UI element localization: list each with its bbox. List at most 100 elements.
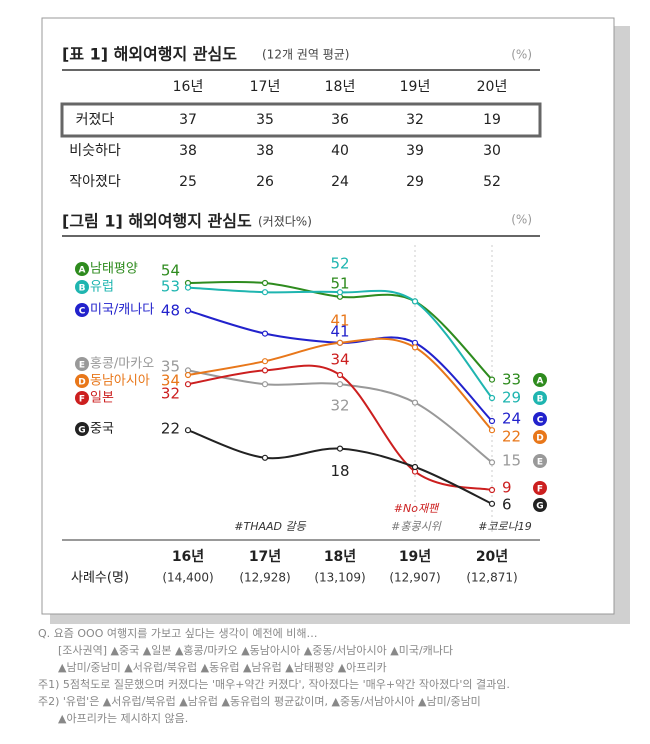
point [184, 371, 192, 379]
data-label: 29 [502, 389, 521, 407]
legend-label: 일본 [90, 391, 114, 406]
point [184, 381, 192, 388]
table-cell: 32 [406, 112, 424, 128]
note: ▲남미/중남미 ▲서유럽/북유럽 ▲동유럽 ▲남유럽 ▲남태평양 ▲아프리카 [58, 660, 387, 674]
point [261, 289, 269, 296]
badge-letter: D [78, 378, 85, 388]
badge [533, 373, 547, 387]
legend-label: 동남아시아 [90, 374, 150, 389]
badge [533, 391, 547, 405]
note: [조사권역] ▲중국 ▲일본 ▲홍콩/마카오 ▲동남아시아 ▲중동/서남아시아 … [58, 643, 453, 657]
column-header: 17년 [250, 79, 281, 95]
point [411, 463, 419, 471]
data-label: 34 [161, 372, 180, 390]
point [488, 394, 496, 402]
point [336, 339, 344, 346]
table-cell: 25 [179, 174, 197, 190]
data-label: 35 [161, 358, 180, 376]
data-label: 32 [161, 385, 180, 403]
data-label: 41 [330, 311, 349, 329]
panel [41, 17, 615, 615]
point [261, 454, 269, 461]
point [261, 367, 269, 374]
data-label: 24 [502, 410, 521, 428]
badge [533, 481, 547, 495]
table-cell: 19 [483, 112, 501, 128]
point [336, 371, 344, 379]
data-label: 6 [502, 496, 512, 514]
chart-unit: (%) [511, 213, 532, 227]
badge [533, 430, 547, 444]
badge-letter: A [537, 377, 544, 387]
point [184, 307, 192, 314]
table-cell: 38 [256, 143, 274, 159]
data-label: 32 [330, 397, 349, 415]
annotation: #코로나19 [478, 520, 532, 533]
point [488, 417, 496, 425]
annotation: #No재팬 [394, 502, 440, 515]
sample-size: (14,400) [162, 571, 213, 585]
data-label: 48 [161, 302, 180, 320]
table-title: [표 1] 해외여행지 관심도 [62, 45, 237, 64]
badge [75, 303, 89, 317]
table-subtitle: (12개 권역 평균) [262, 48, 349, 62]
point [411, 344, 419, 351]
point [488, 459, 496, 466]
table-cell: 37 [179, 112, 197, 128]
x-tick-label: 16년 [172, 549, 204, 565]
data-label: 22 [161, 420, 180, 438]
badge [75, 391, 89, 405]
row-label: 커졌다 [76, 112, 115, 128]
x-tick-label: 19년 [399, 549, 431, 565]
point [261, 330, 269, 337]
badge-letter: G [536, 502, 543, 512]
point [184, 284, 192, 291]
point [261, 279, 269, 287]
badge-letter: C [537, 416, 544, 426]
note: Q. 요즘 OOO 여행지를 가보고 싶다는 생각이 예전에 비해… [38, 626, 318, 640]
note: ▲아프리카는 제시하지 않음. [58, 711, 188, 725]
badge-letter: B [537, 395, 544, 405]
badge [533, 412, 547, 426]
badge-letter: F [537, 485, 543, 495]
table-cell: 40 [331, 143, 349, 159]
point [261, 358, 269, 365]
data-label: 18 [330, 462, 349, 480]
point [411, 399, 419, 406]
table-cell: 38 [179, 143, 197, 159]
data-label: 52 [330, 255, 349, 273]
data-label: 54 [161, 262, 180, 280]
point [488, 500, 496, 507]
table-cell: 26 [256, 174, 274, 190]
badge-letter: F [79, 395, 85, 405]
point [184, 427, 192, 434]
badge-letter: E [537, 458, 543, 468]
series-line [187, 286, 493, 399]
highlight-box [60, 102, 542, 138]
chart-title: [그림 1] 해외여행지 관심도 [62, 212, 252, 231]
x-tick-label: 18년 [324, 549, 356, 565]
point [261, 381, 269, 388]
sample-size: (13,109) [314, 571, 365, 585]
badge-letter: G [78, 426, 85, 436]
badge [75, 357, 89, 371]
badge-letter: D [536, 434, 543, 444]
badge-letter: E [79, 361, 85, 371]
sample-label: 사례수(명) [71, 571, 129, 586]
column-header: 19년 [400, 79, 431, 95]
badge [75, 262, 89, 276]
column-header: 18년 [325, 79, 356, 95]
table-cell: 39 [406, 143, 424, 159]
table-cell: 30 [483, 143, 501, 159]
series-line [187, 280, 493, 381]
data-label: 34 [330, 351, 349, 369]
point [336, 445, 344, 452]
badge [75, 280, 89, 294]
column-header: 20년 [477, 79, 508, 95]
table-cell: 36 [331, 112, 349, 128]
table-cell: 35 [256, 112, 274, 128]
sample-size: (12,928) [239, 571, 290, 585]
data-label: 53 [161, 278, 180, 296]
x-tick-label: 17년 [249, 549, 281, 565]
